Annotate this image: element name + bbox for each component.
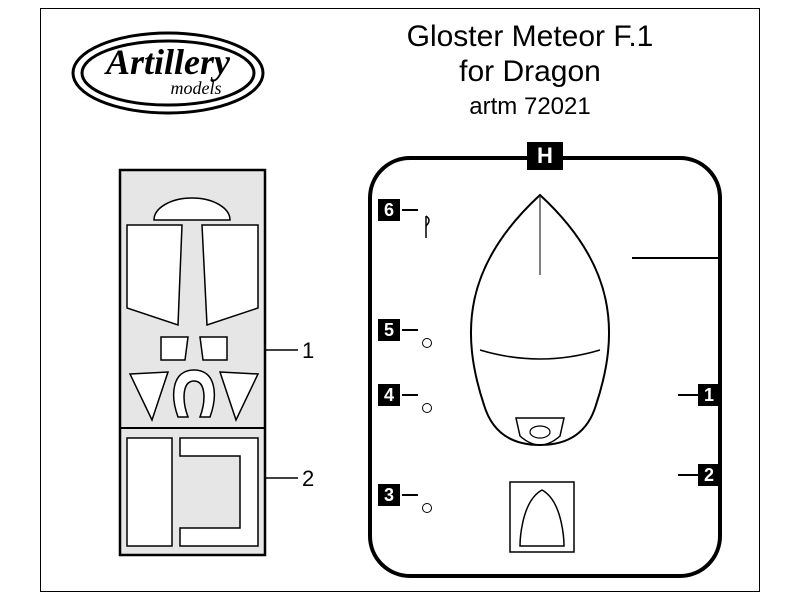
mask-callout-2: 2	[302, 466, 314, 492]
svg-text:Artillery: Artillery	[104, 42, 231, 82]
title-line1: Gloster Meteor F.1	[320, 20, 740, 55]
sprue-part-6: 6	[378, 199, 400, 221]
title-line2: for Dragon	[320, 55, 740, 90]
sprue-part-5: 5	[378, 319, 400, 341]
sprue-part-1: 1	[698, 384, 720, 406]
title-block: Gloster Meteor F.1 for Dragon artm 72021	[320, 20, 740, 121]
svg-text:models: models	[171, 78, 222, 98]
part-circle-3	[422, 503, 432, 513]
sprue-part-4: 4	[378, 384, 400, 406]
brand-logo: Artillery models	[68, 28, 268, 118]
part-circle-4	[422, 403, 432, 413]
sprue-part-2: 2	[698, 464, 720, 486]
part-circle-5	[422, 338, 432, 348]
sprue-part-3: 3	[378, 484, 400, 506]
sprue-label: H	[527, 142, 563, 170]
product-number: artm 72021	[320, 93, 740, 121]
mask-callout-1: 1	[302, 338, 314, 364]
